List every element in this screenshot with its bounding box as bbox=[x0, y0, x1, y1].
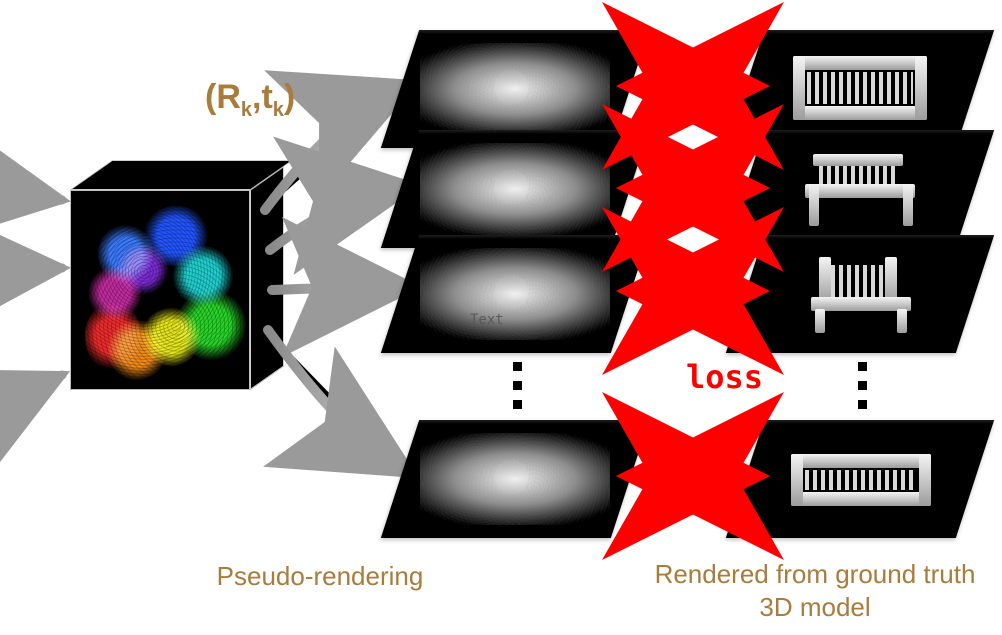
loss-label: loss bbox=[686, 358, 763, 396]
loss-arrows bbox=[0, 0, 1002, 635]
diagram-stage: (Rk,tk) bbox=[0, 0, 1002, 635]
